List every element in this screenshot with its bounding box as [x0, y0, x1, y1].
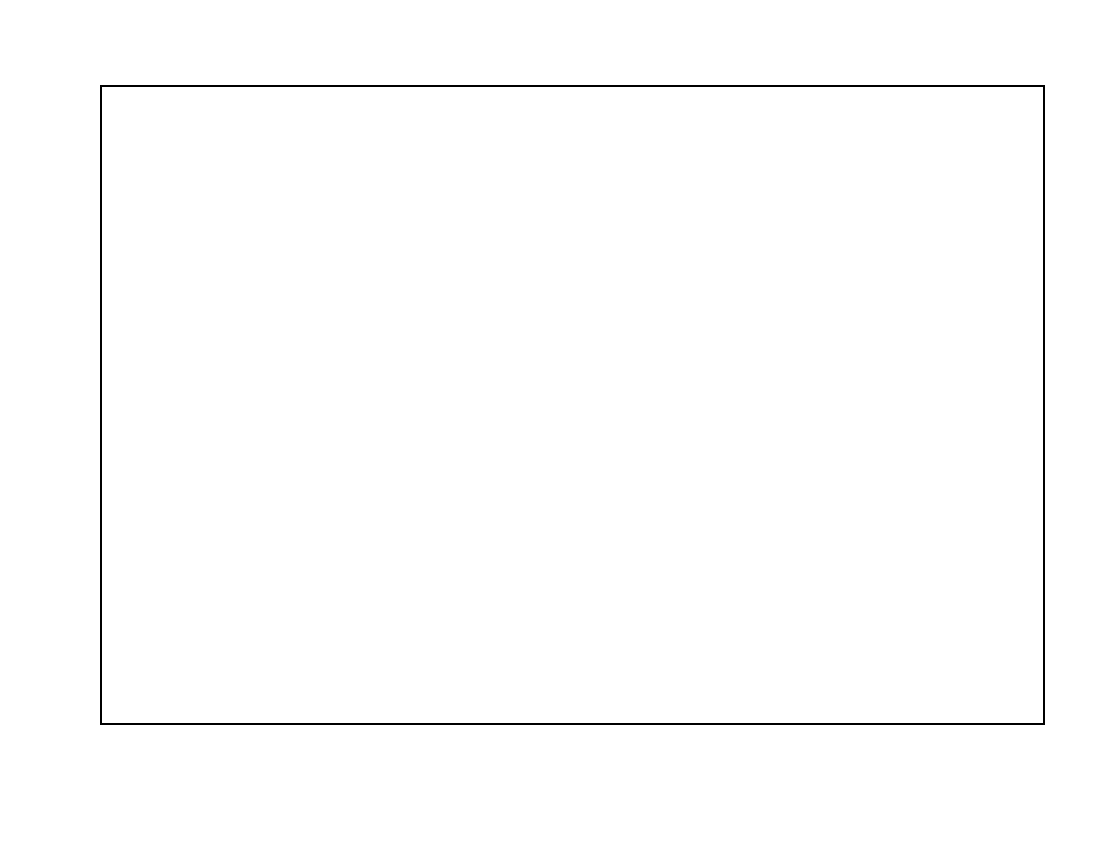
page-title: [0, 22, 1100, 53]
x-axis: [100, 731, 1045, 753]
y-axis: [38, 85, 92, 725]
map-canvas: [102, 87, 1043, 723]
map-plot: [100, 85, 1045, 725]
